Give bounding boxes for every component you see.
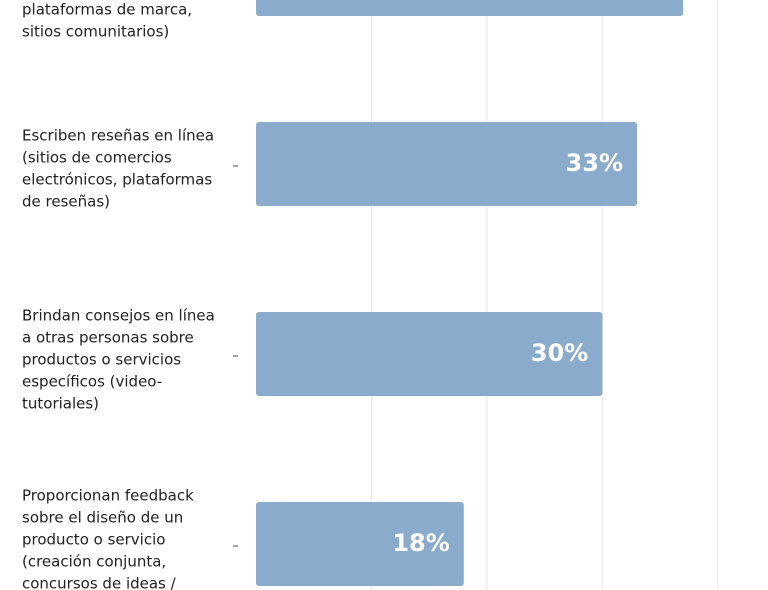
category-label: electrónicos, plataformas	[22, 171, 212, 189]
category-label: (creación conjunta,	[22, 553, 166, 571]
bar	[256, 122, 637, 206]
category-label: concursos de ideas /	[22, 575, 177, 590]
bar	[256, 502, 464, 586]
bar	[256, 312, 603, 396]
category-label: tutoriales)	[22, 395, 99, 413]
bar	[256, 0, 684, 16]
value-label: 18%	[392, 529, 449, 557]
category-label: Brindan consejos en línea	[22, 307, 215, 325]
category-label: sobre el diseño de un	[22, 509, 183, 527]
category-label: a otras personas sobre	[22, 329, 194, 347]
category-label: Escriben reseñas en línea	[22, 127, 214, 145]
category-label: específicos (video-	[22, 373, 162, 391]
category-label: Proporcionan feedback	[22, 487, 194, 505]
value-label: 33%	[566, 149, 623, 177]
category-label: sitios comunitarios)	[22, 23, 169, 41]
category-label: producto o servicio	[22, 531, 165, 549]
category-label: (sitios de comercios	[22, 149, 172, 167]
category-label: plataformas de marca,	[22, 1, 192, 19]
value-label: 30%	[531, 339, 588, 367]
category-label: de reseñas)	[22, 193, 110, 211]
category-label: productos o servicios	[22, 351, 181, 369]
